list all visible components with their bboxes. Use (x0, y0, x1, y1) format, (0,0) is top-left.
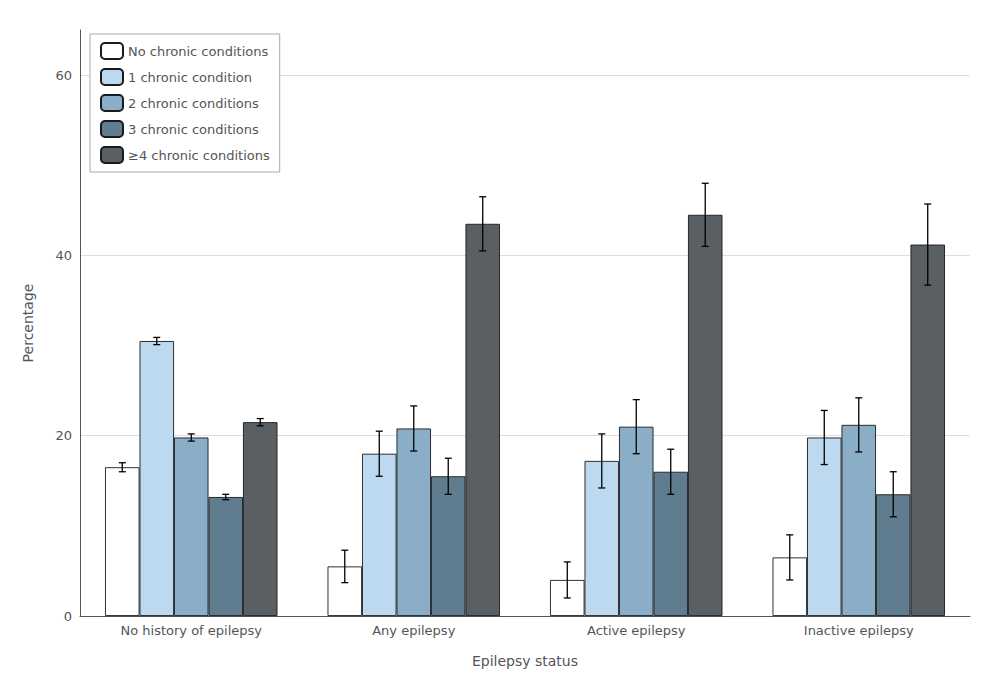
svg-text:20: 20 (55, 428, 72, 443)
svg-text:Epilepsy status: Epilepsy status (472, 653, 578, 669)
svg-text:1 chronic condition: 1 chronic condition (128, 70, 252, 85)
svg-text:40: 40 (55, 248, 72, 263)
svg-text:Inactive epilepsy: Inactive epilepsy (804, 623, 914, 638)
svg-text:0: 0 (64, 609, 72, 624)
svg-text:No chronic conditions: No chronic conditions (128, 44, 268, 59)
svg-text:≥4 chronic conditions: ≥4 chronic conditions (128, 148, 270, 163)
svg-text:60: 60 (55, 68, 72, 83)
svg-text:3 chronic conditions: 3 chronic conditions (128, 122, 259, 137)
svg-text:Any epilepsy: Any epilepsy (372, 623, 455, 638)
svg-text:Active epilepsy: Active epilepsy (587, 623, 686, 638)
svg-text:No history of epilepsy: No history of epilepsy (120, 623, 262, 638)
svg-text:2 chronic conditions: 2 chronic conditions (128, 96, 259, 111)
svg-text:Percentage: Percentage (20, 284, 36, 363)
